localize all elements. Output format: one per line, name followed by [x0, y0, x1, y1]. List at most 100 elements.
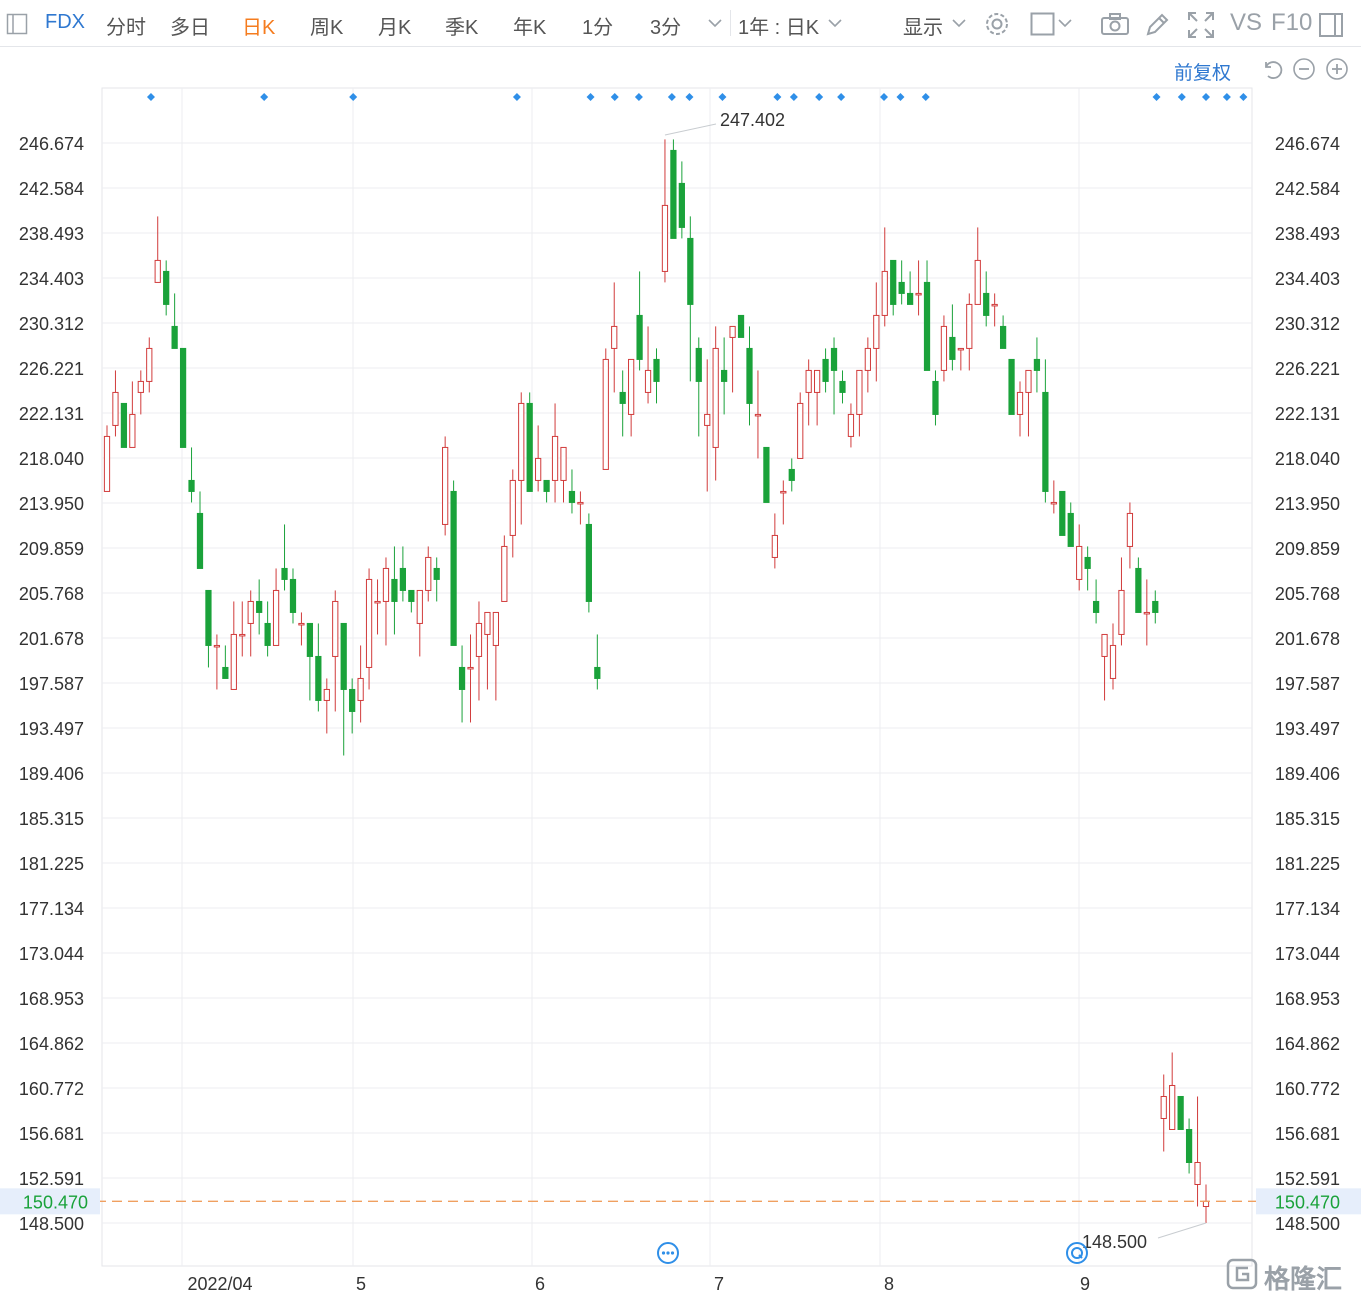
- candle-up: [239, 601, 246, 657]
- zoom-out-icon[interactable]: [1292, 57, 1316, 86]
- candle-down: [788, 458, 795, 492]
- candle-body: [1126, 512, 1134, 547]
- tab-multiday[interactable]: 多日: [170, 17, 210, 39]
- candle-up: [881, 227, 888, 327]
- y-tick-label-right: 189.406: [1275, 764, 1340, 784]
- candle-body: [1042, 391, 1049, 492]
- candle-down: [746, 326, 753, 426]
- tab-monthly-k[interactable]: 月K: [378, 17, 412, 39]
- candle-up: [551, 403, 559, 503]
- range-chevron-icon[interactable]: [826, 16, 844, 35]
- candle-body: [864, 347, 871, 371]
- last-price-box-right: [1256, 1188, 1361, 1215]
- candle-body: [1016, 391, 1024, 415]
- panel-icon[interactable]: [6, 13, 28, 40]
- undo-icon[interactable]: [1260, 57, 1284, 86]
- candle-up: [442, 436, 449, 536]
- event-marker: [773, 93, 782, 101]
- more-options-icon[interactable]: [656, 1241, 680, 1270]
- candle-up: [856, 369, 863, 437]
- candle-body: [1067, 512, 1074, 547]
- candle-body: [247, 600, 254, 624]
- tab-weekly-k[interactable]: 周K: [310, 17, 344, 39]
- candle-body: [822, 358, 829, 382]
- candle-body: [763, 446, 770, 503]
- square-icon[interactable]: [1030, 12, 1056, 41]
- candle-body: [780, 490, 787, 494]
- candle-body: [983, 292, 990, 316]
- candle-down: [906, 271, 914, 305]
- square-chevron-icon[interactable]: [1056, 16, 1074, 35]
- tab-intraday[interactable]: 分时: [106, 17, 146, 39]
- candle-body: [974, 259, 981, 305]
- candle-body: [788, 468, 795, 481]
- display-menu[interactable]: 显示: [903, 17, 943, 39]
- x-tick-label: 9: [1080, 1274, 1090, 1294]
- candle-up: [729, 325, 736, 393]
- zoom-in-icon[interactable]: [1325, 57, 1349, 86]
- candle-body: [1050, 501, 1057, 505]
- candle-up: [1143, 579, 1150, 646]
- candle-up: [577, 491, 584, 525]
- candle-down: [687, 216, 694, 382]
- event-marker: [718, 93, 727, 101]
- y-tick-label-left: 181.225: [19, 854, 84, 874]
- candle-body: [492, 611, 499, 646]
- candle-body: [442, 446, 449, 525]
- candle-body: [1084, 556, 1091, 569]
- candle-down: [179, 347, 187, 448]
- candle-body: [129, 413, 136, 448]
- y-tick-label-left: 205.768: [19, 584, 84, 604]
- tab-daily-k[interactable]: 日K: [242, 17, 276, 39]
- sidebar-icon[interactable]: [1318, 12, 1344, 43]
- fullscreen-icon[interactable]: [1187, 11, 1215, 44]
- candle-body: [881, 270, 888, 316]
- pencil-icon[interactable]: [1144, 12, 1170, 43]
- candle-up: [1126, 502, 1134, 569]
- candle-body: [805, 369, 812, 393]
- candle-up: [1202, 1184, 1210, 1223]
- vs-button[interactable]: VS: [1230, 9, 1263, 36]
- y-tick-label-right: 205.768: [1275, 584, 1340, 604]
- candle-down: [678, 161, 685, 239]
- f10-button[interactable]: F10: [1271, 9, 1313, 36]
- candle-body: [594, 666, 601, 679]
- candle-up: [154, 216, 161, 283]
- candle-down: [932, 370, 939, 426]
- candle-up: [374, 579, 381, 635]
- symbol-label[interactable]: FDX: [45, 11, 85, 33]
- y-tick-label-right: 156.681: [1275, 1124, 1340, 1144]
- tab-quarterly-k[interactable]: 季K: [445, 17, 479, 39]
- candle-up: [780, 480, 787, 525]
- y-tick-label-left: 246.674: [19, 134, 84, 154]
- event-markers: [146, 93, 1248, 101]
- candle-up: [137, 370, 144, 415]
- gear-icon[interactable]: [982, 9, 1012, 44]
- chevron-down-icon[interactable]: [706, 16, 724, 35]
- y-tick-label-left: 242.584: [19, 179, 84, 199]
- plot-frame: [101, 87, 1253, 1267]
- tab-3min[interactable]: 3分: [650, 17, 682, 39]
- camera-icon[interactable]: [1100, 12, 1130, 41]
- x-tick-label: 7: [714, 1274, 724, 1294]
- display-chevron-icon[interactable]: [950, 16, 968, 35]
- candle-down: [839, 370, 846, 404]
- range-selector[interactable]: 1年 : 日K: [738, 17, 820, 39]
- y-tick-label-left: 218.040: [19, 449, 84, 469]
- tab-yearly-k[interactable]: 年K: [513, 17, 547, 39]
- candle-body: [391, 578, 398, 602]
- tab-1min[interactable]: 1分: [582, 17, 614, 39]
- grid-lines: [101, 87, 1253, 1267]
- candle-body: [1152, 600, 1159, 613]
- event-info-icon[interactable]: [1065, 1241, 1089, 1270]
- event-marker: [146, 93, 155, 101]
- candle-up: [814, 369, 821, 426]
- adjust-mode-button[interactable]: 前复权: [1174, 63, 1232, 84]
- y-tick-label-right: 218.040: [1275, 449, 1340, 469]
- candle-body: [949, 336, 956, 360]
- y-tick-label-right: 160.772: [1275, 1079, 1340, 1099]
- candle-body: [103, 435, 111, 492]
- candle-up: [864, 337, 871, 393]
- event-marker: [815, 93, 824, 101]
